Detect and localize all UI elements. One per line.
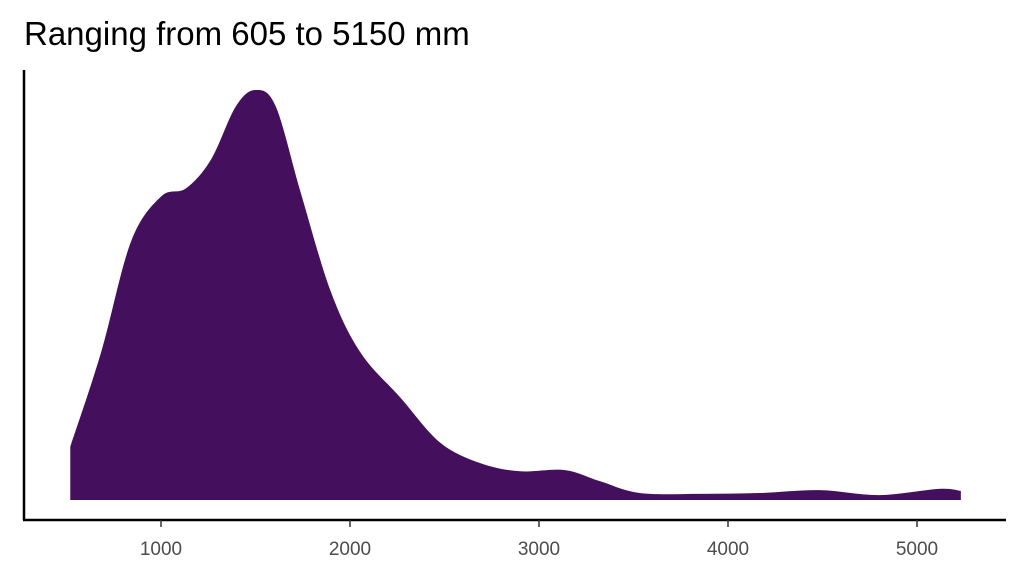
x-tick-label: 5000	[896, 539, 938, 560]
x-axis-ticks: 1000 2000 3000 4000 5000	[140, 520, 938, 560]
x-tick-label: 1000	[140, 539, 182, 560]
x-tick-label: 4000	[707, 539, 749, 560]
x-tick-label: 2000	[329, 539, 371, 560]
plot-area	[70, 89, 961, 501]
chart-title: Ranging from 605 to 5150 mm	[24, 15, 470, 52]
x-tick-label: 3000	[518, 539, 560, 560]
density-area	[70, 89, 961, 501]
